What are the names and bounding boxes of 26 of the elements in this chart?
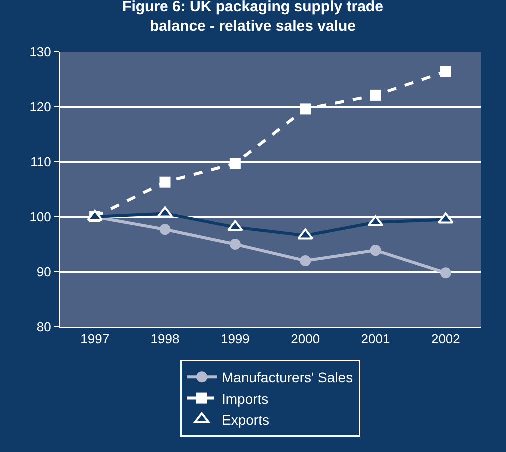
point bbox=[230, 158, 241, 170]
chart-title: Figure 6: UK packaging supply trade balance - relative sales value bbox=[122, 0, 384, 35]
y-tick-label: 100 bbox=[30, 210, 52, 225]
point bbox=[440, 66, 452, 78]
x-tick-label: 1997 bbox=[80, 332, 110, 347]
y-tick-label: 80 bbox=[36, 320, 52, 335]
legend-label: Imports bbox=[222, 390, 269, 407]
point bbox=[300, 104, 312, 115]
x-tick-label: 2001 bbox=[361, 332, 390, 347]
y-tick-label: 110 bbox=[30, 154, 52, 170]
x-tick-label: 2000 bbox=[291, 332, 320, 347]
legend-label: Manufacturers' Sales bbox=[222, 370, 354, 386]
x-tick-label: 1999 bbox=[220, 332, 250, 347]
point bbox=[370, 90, 382, 101]
point bbox=[440, 268, 452, 279]
point bbox=[160, 224, 171, 236]
point bbox=[370, 245, 382, 256]
y-tick-label: 90 bbox=[36, 264, 52, 280]
y-tick-label: 130 bbox=[30, 44, 52, 60]
x-tick-label: 2002 bbox=[431, 332, 460, 347]
point bbox=[300, 256, 312, 266]
y-tick-label: 120 bbox=[30, 100, 52, 115]
point bbox=[160, 176, 171, 188]
x-tick-label: 1998 bbox=[150, 332, 180, 347]
point bbox=[230, 239, 241, 250]
legend-label: Exports bbox=[222, 412, 270, 428]
